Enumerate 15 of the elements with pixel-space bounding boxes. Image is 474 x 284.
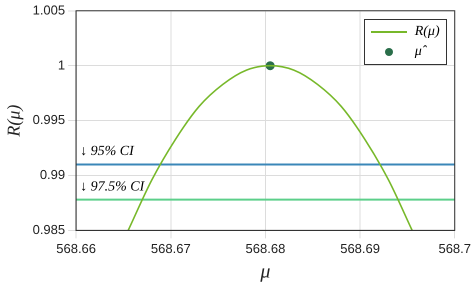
ref-line-label: ↓ 97.5% CI <box>80 179 146 194</box>
y-tick-label: 0.995 <box>32 112 66 128</box>
x-tick-label: 568.69 <box>340 240 380 256</box>
y-tick-label: 1 <box>58 57 66 72</box>
y-axis-title: R(μ) <box>4 104 24 138</box>
y-tick-label: 0.99 <box>40 167 66 182</box>
x-tick-label: 568.68 <box>246 240 286 256</box>
ref-line-label: ↓ 95% CI <box>80 144 136 160</box>
x-tick-label: 568.67 <box>150 240 191 256</box>
y-tick-label: 1.005 <box>32 2 66 18</box>
x-tick-label: 568.7 <box>438 240 472 256</box>
legend-label: R(μ) <box>414 24 440 40</box>
y-tick-label: 0.985 <box>32 222 66 237</box>
x-tick-label: 568.66 <box>56 240 96 256</box>
x-axis-title: μ <box>259 260 270 282</box>
